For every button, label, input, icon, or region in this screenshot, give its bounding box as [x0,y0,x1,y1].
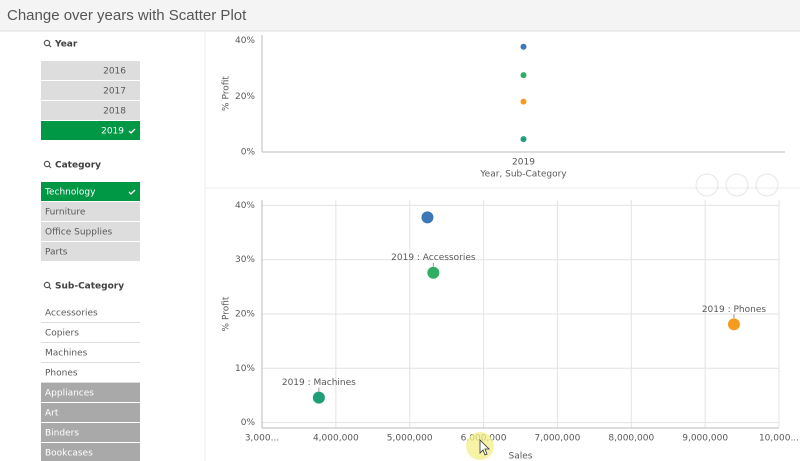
tool-button[interactable] [695,173,719,197]
filter-item[interactable] [41,242,140,261]
x-tick-label: 8,000,000 [608,434,654,444]
x-tick-label: 4,000,000 [313,434,359,444]
filter-item[interactable] [41,101,140,120]
chart-tools[interactable] [695,173,779,197]
x-axis-label: Sales [509,452,533,461]
filter-item-label: Parts [45,248,68,258]
x-axis-label: Year, Sub-Category [479,170,567,180]
filter-title: Year [54,40,78,50]
filter-title: Sub-Category [55,282,124,292]
header-bar [0,0,800,31]
data-point [520,72,527,79]
tool-button[interactable] [755,173,779,197]
point-label: 2019 : Accessories [391,253,476,263]
x-tick-label: 3,000... [245,434,279,444]
y-axis-label: % Profit [222,76,232,111]
y-tick-label: 30% [235,255,255,265]
filter-item-label: 2019 [101,127,124,137]
filter-item[interactable] [41,121,140,140]
data-point [520,136,527,143]
point-label: 2019 : Machines [282,378,356,388]
data-point [520,98,527,105]
y-tick-label: 20% [235,310,255,320]
check-icon [128,189,136,195]
x-tick-label: 9,000,000 [682,434,728,444]
y-axis-label: % Profit [222,296,232,331]
page-title: Change over years with Scatter Plot [7,7,247,24]
filter-item[interactable] [41,303,140,322]
filter-item-label: Furniture [45,208,86,218]
filter-item-label: Art [45,409,59,419]
filter-item-label: Copiers [45,329,79,339]
data-point[interactable] [421,211,434,224]
filter-item-label: Technology [44,188,96,198]
filter-item-label: Machines [45,349,88,359]
search-icon [48,44,52,48]
search-icon [43,39,51,47]
point-label: 2019 : Phones [702,305,767,315]
y-tick-label: 20% [235,92,255,102]
data-point[interactable] [727,318,740,331]
filter-item-label: Bookcases [45,449,93,459]
filter-item-label: 2018 [103,107,126,117]
filter-item[interactable] [41,423,140,442]
y-tick-label: 40% [235,36,255,46]
search-icon [43,281,51,289]
x-tick-label: 2019 [512,158,535,168]
filter-item[interactable] [41,61,140,80]
filter-item-label: Office Supplies [45,228,113,238]
filter-item[interactable] [41,383,140,402]
filter-item-label: Accessories [45,309,98,319]
filter-item[interactable] [41,202,140,221]
x-tick-label: 7,000,000 [535,434,581,444]
data-point [520,43,527,50]
search-icon [48,165,52,169]
filter-item[interactable] [41,81,140,100]
tool-button[interactable] [725,173,749,197]
filter-item-label: Binders [45,429,79,439]
y-tick-label: 10% [235,364,255,374]
filter-item[interactable] [41,343,140,362]
filter-item[interactable] [41,182,140,201]
search-icon [43,160,51,168]
filter-item-label: 2016 [103,67,126,77]
y-tick-label: 0% [241,418,256,428]
filter-item[interactable] [41,363,140,382]
filter-item-label: Phones [45,369,78,379]
search-icon [48,286,52,290]
data-point[interactable] [427,266,440,279]
filter-title: Category [55,161,101,171]
filter-item[interactable] [41,222,140,241]
cursor [479,439,490,456]
x-tick-label: 10,000... [759,434,799,444]
check-icon [128,128,136,134]
data-point[interactable] [312,391,325,404]
x-tick-label: 5,000,000 [387,434,433,444]
filter-item[interactable] [41,443,140,461]
filter-item[interactable] [41,323,140,342]
filter-item[interactable] [41,403,140,422]
filter-item-label: Appliances [45,389,94,399]
filter-item-label: 2017 [103,87,126,97]
y-tick-label: 40% [235,201,255,211]
y-tick-label: 0% [241,148,256,158]
